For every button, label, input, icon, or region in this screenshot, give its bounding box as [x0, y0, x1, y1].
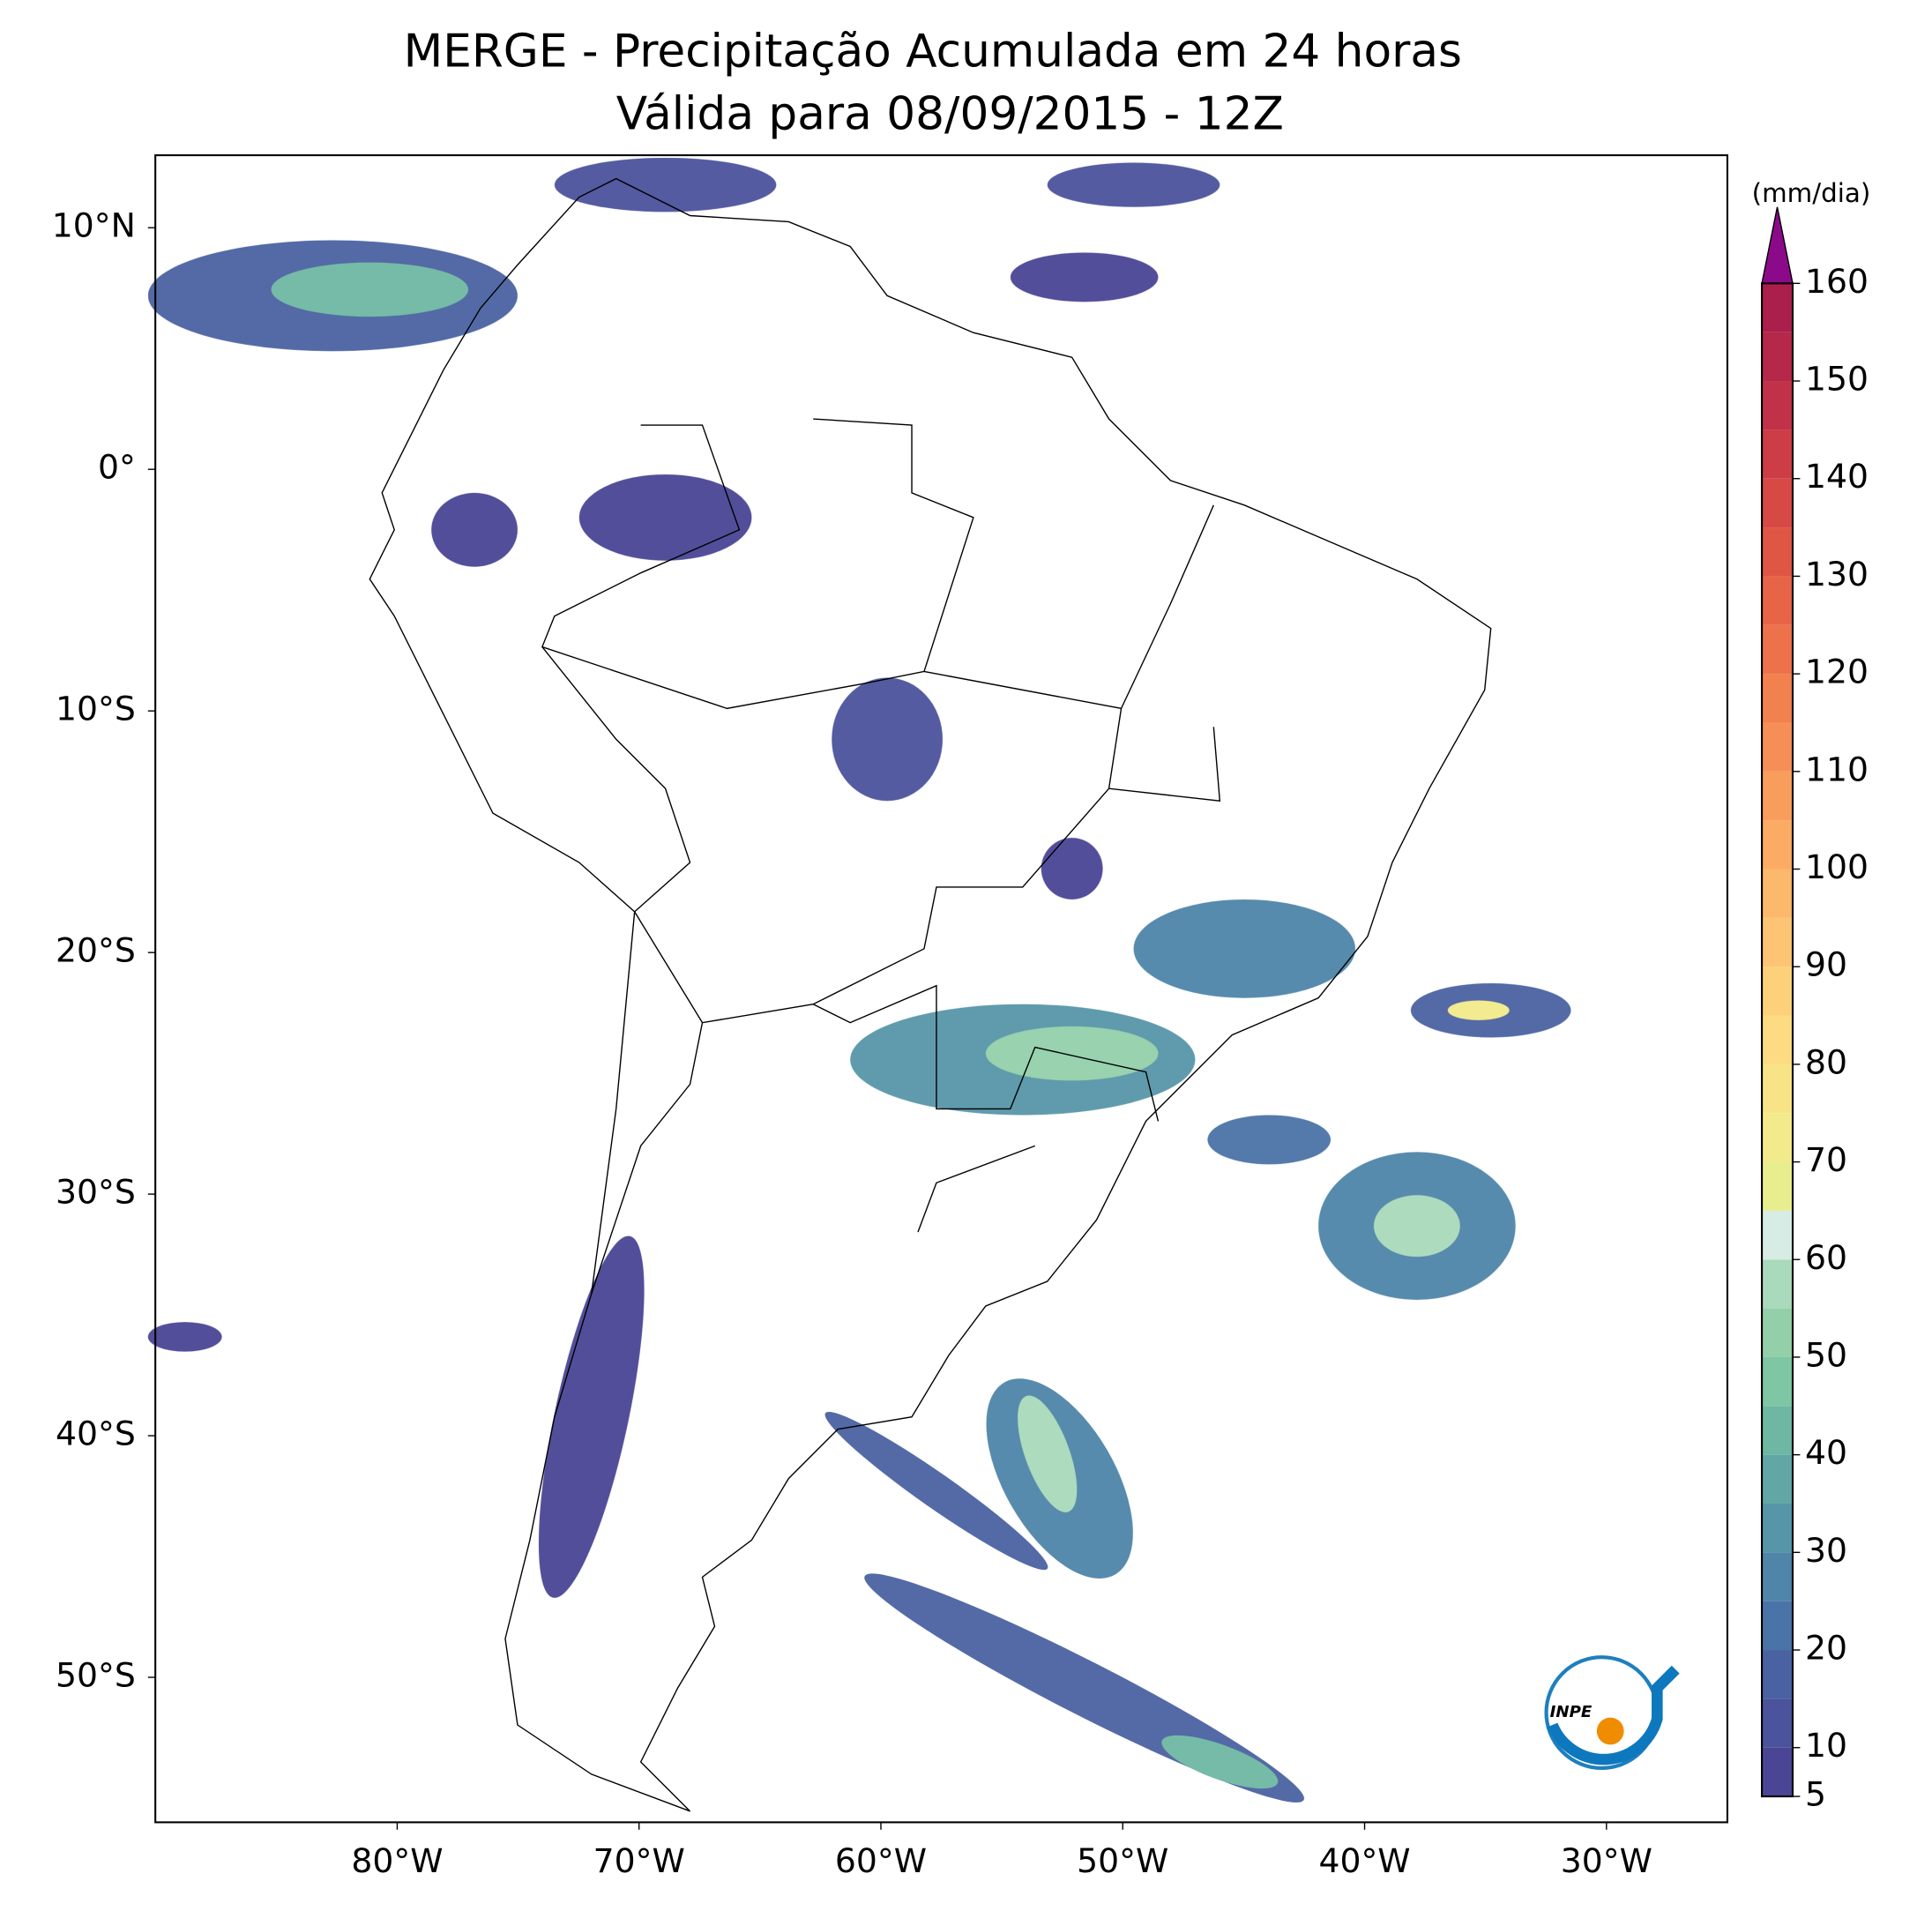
colorbar-frame	[1761, 282, 1794, 1798]
colorbar-band	[1762, 820, 1793, 870]
y-tick-label: 40°S	[56, 1415, 136, 1453]
colorbar-tick-label: 70	[1805, 1140, 1847, 1179]
colorbar-band	[1762, 1161, 1793, 1211]
x-tick-label: 70°W	[593, 1841, 685, 1880]
colorbar-band	[1762, 1698, 1793, 1748]
colorbar-band	[1762, 869, 1793, 918]
colorbar-band	[1762, 381, 1793, 430]
x-tick-label: 50°W	[1077, 1841, 1168, 1880]
colorbar-tick-label: 150	[1805, 360, 1869, 399]
colorbar-band	[1762, 1356, 1793, 1407]
y-tick-label: 0°	[98, 448, 136, 487]
y-tick-label: 10°S	[56, 690, 136, 728]
colorbar-band	[1762, 917, 1793, 967]
colorbar-band	[1762, 1015, 1793, 1064]
colorbar-tick-label: 30	[1805, 1531, 1847, 1570]
colorbar-tick-label: 20	[1805, 1629, 1847, 1668]
x-tick-label: 40°W	[1318, 1841, 1410, 1880]
map-frame	[154, 153, 1728, 1824]
colorbar-band	[1762, 1113, 1793, 1162]
colorbar-band	[1762, 1503, 1793, 1553]
colorbar-band	[1762, 771, 1793, 821]
colorbar-band	[1762, 1601, 1793, 1651]
colorbar-band	[1762, 429, 1793, 479]
colorbar-band	[1762, 283, 1793, 332]
colorbar-band	[1762, 674, 1793, 723]
colorbar-band	[1762, 1259, 1793, 1309]
colorbar-tick-label: 110	[1805, 750, 1869, 788]
y-tick-label: 20°S	[56, 931, 136, 970]
colorbar-tick-label: 5	[1805, 1775, 1826, 1814]
logo: INPE	[1544, 1655, 1680, 1771]
colorbar-tick-label: 130	[1805, 555, 1869, 593]
colorbar-band	[1762, 967, 1793, 1016]
colorbar-band	[1762, 1552, 1793, 1601]
colorbar-tick-label: 60	[1805, 1238, 1847, 1277]
chart-subtitle: Válida para 08/09/2015 - 12Z	[616, 88, 1284, 141]
colorbar-tick-label: 100	[1805, 847, 1869, 886]
colorbar-band	[1762, 527, 1793, 577]
precipitation-field	[147, 157, 1571, 1803]
colorbar-tick-label: 140	[1805, 457, 1869, 496]
y-tick-label: 30°S	[56, 1173, 136, 1212]
colorbar-tick-label: 40	[1805, 1433, 1847, 1472]
colorbar-tick-label: 50	[1805, 1335, 1847, 1374]
colorbar-band	[1762, 1747, 1793, 1797]
logo-text: INPE	[1550, 1703, 1593, 1721]
colorbar-band	[1762, 576, 1793, 625]
colorbar-band	[1762, 722, 1793, 772]
x-tick-label: 60°W	[835, 1841, 927, 1880]
colorbar-band	[1762, 1406, 1793, 1455]
colorbar-band	[1762, 1650, 1793, 1699]
x-tick-label: 30°W	[1561, 1841, 1652, 1880]
colorbar-band	[1762, 1064, 1793, 1114]
colorbar-band	[1762, 624, 1793, 675]
colorbar-extend	[1761, 206, 1794, 285]
colorbar-label: (mm/dia)	[1752, 178, 1871, 208]
colorbar-tick-label: 10	[1805, 1726, 1847, 1765]
coastline	[369, 177, 1492, 1812]
colorbar-tick-label: 90	[1805, 945, 1847, 984]
colorbar-band	[1762, 1454, 1793, 1504]
colorbar-band	[1762, 1210, 1793, 1260]
colorbar-tick-label: 80	[1805, 1042, 1847, 1081]
colorbar-band	[1762, 478, 1793, 528]
x-tick-label: 80°W	[351, 1841, 443, 1880]
y-tick-label: 50°S	[56, 1656, 136, 1695]
colorbar-band	[1762, 332, 1793, 382]
colorbar-band	[1762, 1308, 1793, 1357]
chart-title: MERGE - Precipitação Acumulada em 24 hor…	[404, 25, 1462, 78]
colorbar-tick-label: 160	[1805, 262, 1869, 301]
colorbar-tick-label: 120	[1805, 653, 1869, 691]
y-tick-label: 10°N	[52, 206, 136, 245]
